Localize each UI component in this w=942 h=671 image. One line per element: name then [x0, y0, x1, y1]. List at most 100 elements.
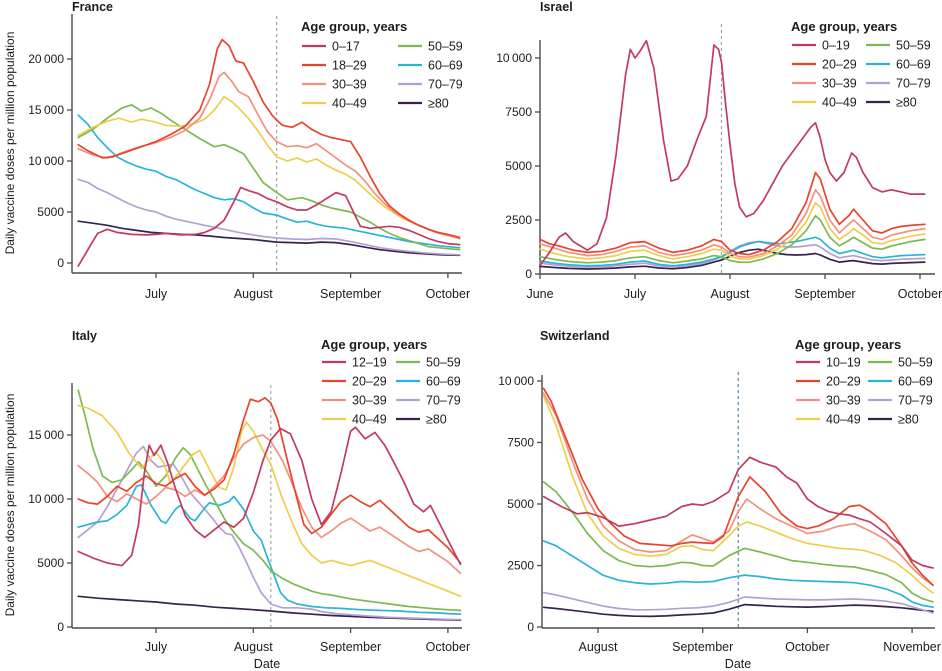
series-line-age-0	[77, 426, 462, 567]
y-tick-label: 15 000	[28, 428, 64, 442]
y-tick-label: 5000	[507, 497, 534, 511]
series-line-age-3	[542, 394, 934, 594]
x-tick-label: November	[883, 640, 941, 654]
legend-label: 12–19	[352, 356, 387, 370]
legend-label: 40–49	[826, 413, 861, 427]
series-line-age-6	[77, 178, 461, 256]
y-tick-label: 10 000	[28, 154, 64, 168]
legend-label: 70–79	[896, 77, 931, 91]
legend-label: 30–39	[332, 78, 367, 92]
legend-label: 0–17	[332, 40, 360, 54]
y-tick-label: 2500	[507, 559, 534, 573]
series-line-age-2	[539, 188, 926, 259]
x-tick-label: August	[234, 640, 273, 654]
y-tick-label: 5000	[37, 556, 64, 570]
y-tick-label: 5000	[37, 205, 64, 219]
legend-title: Age group, years	[321, 337, 427, 352]
x-tick-label: August	[234, 287, 273, 301]
series-line-age-5	[77, 114, 461, 249]
series-line-age-7	[77, 220, 461, 257]
legend-title: Age group, years	[791, 19, 897, 34]
panel-title: Switzerland	[540, 329, 609, 343]
x-tick-label: October	[898, 287, 942, 301]
legend-label: 0–19	[822, 39, 850, 53]
legend-label: 20–29	[352, 375, 387, 389]
x-tick-label: August	[579, 640, 618, 654]
series-line-age-4	[77, 389, 462, 612]
series-line-age-0	[539, 39, 926, 267]
legend-label: 70–79	[426, 394, 461, 408]
legend-label: ≥80	[898, 413, 919, 427]
x-tick-label: September	[794, 287, 855, 301]
legend-label: 40–49	[352, 413, 387, 427]
legend-label: 30–39	[826, 394, 861, 408]
legend-label: 50–59	[898, 356, 933, 370]
y-tick-label: 7500	[505, 105, 532, 119]
y-tick-label: 15 000	[28, 103, 64, 117]
legend-label: 50–59	[426, 356, 461, 370]
series-line-age-3	[539, 201, 926, 261]
y-tick-label: 0	[525, 267, 532, 281]
legend-label: 50–59	[896, 39, 931, 53]
x-tick-label: August	[711, 287, 750, 301]
y-tick-label: 10 000	[498, 374, 534, 388]
series-line-age-4	[539, 214, 926, 264]
series-line-age-2	[77, 71, 461, 240]
x-tick-label: July	[624, 287, 647, 301]
y-tick-label: 0	[57, 620, 64, 634]
y-tick-label: 10 000	[28, 492, 64, 506]
legend-label: 70–79	[898, 394, 933, 408]
y-tick-label: 10 000	[496, 51, 532, 65]
y-tick-label: 0	[57, 256, 64, 270]
series-line-age-1	[77, 38, 461, 239]
y-tick-label: 2500	[505, 213, 532, 227]
x-tick-label: July	[145, 287, 168, 301]
legend-label: 10–19	[826, 356, 861, 370]
y-tick-label: 5000	[505, 159, 532, 173]
series-line-age-5	[539, 236, 926, 267]
legend-title: Age group, years	[795, 337, 901, 352]
legend-label: ≥80	[896, 96, 917, 110]
legend-label: 50–59	[428, 40, 463, 54]
legend-title: Age group, years	[301, 19, 407, 34]
series-line-age-1	[539, 171, 926, 256]
x-tick-label: October	[785, 640, 829, 654]
legend-label: 60–69	[896, 58, 931, 72]
series-line-age-7	[542, 603, 934, 618]
x-tick-label: June	[526, 287, 553, 301]
series-line-age-0	[77, 186, 461, 267]
series-line-age-6	[77, 445, 462, 621]
y-tick-label: 7500	[507, 436, 534, 450]
legend-label: 40–49	[332, 97, 367, 111]
x-axis-title: Date	[254, 657, 280, 671]
y-axis-title: Daily vaccine doses per million populati…	[3, 394, 17, 617]
legend-label: 20–29	[826, 375, 861, 389]
series-line-age-3	[77, 404, 462, 598]
x-tick-label: September	[320, 287, 381, 301]
panel-title: Italy	[72, 329, 97, 343]
x-tick-label: September	[320, 640, 381, 654]
series-line-age-4	[542, 481, 934, 603]
series-line-age-4	[77, 104, 461, 251]
legend-label: 60–69	[426, 375, 461, 389]
series-line-age-5	[542, 540, 934, 608]
legend-label: 60–69	[898, 375, 933, 389]
legend-label: ≥80	[428, 97, 449, 111]
y-tick-label: 0	[527, 620, 534, 634]
legend-label: 30–39	[822, 77, 857, 91]
x-tick-label: July	[145, 640, 168, 654]
legend-label: 20–29	[822, 58, 857, 72]
panel-title: Israel	[540, 0, 573, 14]
series-line-age-6	[542, 591, 934, 614]
legend-label: 30–39	[352, 394, 387, 408]
legend-label: 60–69	[428, 59, 463, 73]
legend-label: ≥80	[426, 413, 447, 427]
panel-title: France	[72, 0, 113, 14]
legend-label: 40–49	[822, 96, 857, 110]
legend-label: 18–29	[332, 59, 367, 73]
x-tick-label: October	[426, 640, 470, 654]
x-tick-label: October	[426, 287, 470, 301]
series-line-age-7	[77, 595, 462, 622]
